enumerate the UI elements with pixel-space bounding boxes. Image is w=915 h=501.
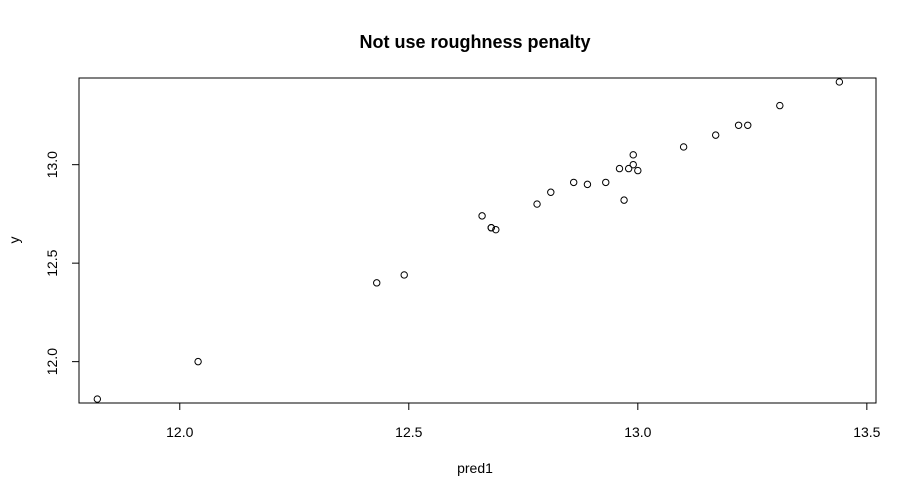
y-axis-label: y: [6, 237, 22, 244]
data-point: [492, 225, 500, 234]
x-tick-label: 12.5: [395, 424, 422, 440]
data-point: [679, 143, 688, 151]
x-axis: 12.0 12.5 13.0 13.5: [166, 402, 881, 440]
data-point: [615, 164, 624, 173]
data-point: [547, 188, 555, 196]
x-tick-label: 13.5: [853, 424, 880, 440]
data-points: [93, 78, 844, 403]
data-point: [734, 121, 743, 129]
data-point: [711, 131, 720, 139]
data-point: [373, 279, 381, 287]
y-tick-label: 13.0: [44, 151, 60, 178]
data-point: [533, 200, 541, 208]
data-point: [620, 196, 628, 204]
data-point: [93, 395, 102, 403]
data-point: [478, 212, 486, 220]
x-tick-label: 12.0: [166, 424, 193, 440]
data-point: [634, 166, 642, 175]
data-point: [835, 78, 844, 86]
data-point: [583, 180, 592, 189]
y-tick-label: 12.0: [44, 348, 60, 375]
data-point: [629, 151, 637, 159]
chart-title: Not use roughness penalty: [359, 32, 590, 52]
y-tick-label: 12.5: [44, 249, 60, 276]
data-point: [487, 223, 495, 232]
data-point: [624, 164, 633, 173]
x-axis-label: pred1: [457, 460, 493, 476]
plot-frame: [78, 77, 877, 404]
data-point: [776, 101, 784, 110]
data-point: [629, 160, 637, 169]
x-tick-label: 13.0: [624, 424, 651, 440]
data-point: [569, 178, 578, 187]
y-axis: 12.0 12.5 13.0: [44, 151, 80, 375]
data-point: [400, 271, 408, 279]
data-point: [602, 178, 610, 187]
data-point: [744, 121, 752, 129]
data-point: [194, 357, 202, 366]
